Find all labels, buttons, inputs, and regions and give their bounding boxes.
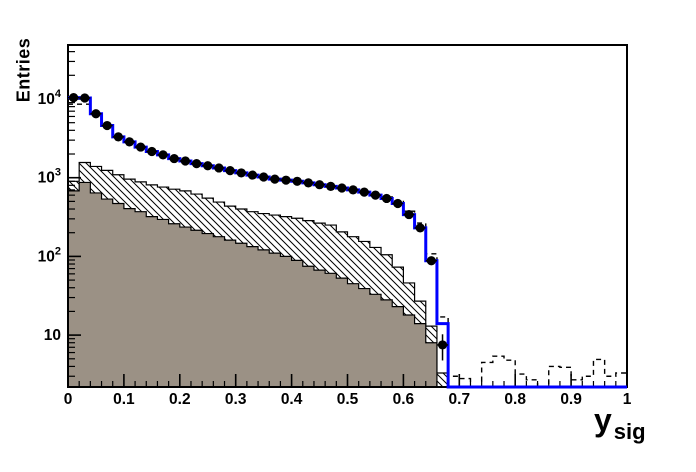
- y-tick-label: 102: [38, 245, 61, 265]
- data-point: [136, 142, 146, 152]
- data-point: [91, 109, 101, 119]
- data-point: [68, 93, 79, 103]
- data-point: [203, 161, 213, 171]
- data-point: [426, 256, 436, 266]
- x-tick-label: 1: [623, 391, 632, 408]
- y-tick-label: 10: [44, 327, 61, 344]
- x-tick-label: 0.6: [393, 391, 415, 408]
- data-point: [247, 170, 258, 180]
- data-point: [191, 159, 202, 169]
- data-point: [370, 190, 381, 200]
- data-point: [124, 137, 135, 147]
- data-point: [314, 180, 325, 190]
- data-point: [225, 166, 235, 176]
- data-point: [169, 153, 179, 164]
- data-point: [415, 223, 425, 233]
- data-point: [147, 146, 157, 157]
- hatched-histogram-outline: [67, 161, 449, 388]
- x-axis-title-subscript: sig: [613, 419, 646, 444]
- x-tick-label: 0.9: [560, 391, 582, 408]
- data-point: [214, 163, 224, 173]
- x-tick-label: 0.5: [337, 391, 359, 408]
- data-point: [80, 93, 90, 103]
- data-point: [281, 175, 291, 185]
- data-point: [180, 156, 190, 166]
- x-tick-label: 0.8: [504, 391, 526, 408]
- data-point: [393, 198, 403, 209]
- x-tick-label: 0.2: [169, 391, 191, 408]
- data-point: [326, 181, 336, 192]
- data-point: [348, 185, 358, 195]
- data-point: [158, 150, 168, 160]
- y-axis-title: Entries: [13, 37, 34, 103]
- x-tick-label: 0.1: [113, 391, 135, 408]
- dashed-histogram: [68, 103, 627, 388]
- data-point: [113, 132, 123, 142]
- data-point: [102, 120, 112, 131]
- data-point: [404, 209, 414, 220]
- data-point: [359, 187, 369, 197]
- data-point: [259, 172, 269, 182]
- data-point: [382, 193, 392, 204]
- y-tick-label: 103: [38, 167, 61, 187]
- data-point: [337, 183, 347, 193]
- x-tick-label: 0: [64, 391, 73, 408]
- data-point: [270, 174, 280, 184]
- x-tick-label: 0.4: [281, 391, 303, 408]
- data-point: [236, 168, 246, 178]
- gray-histogram: [67, 181, 438, 388]
- x-axis-title-main: y: [594, 402, 612, 438]
- x-tick-label: 0.7: [449, 391, 471, 408]
- y-tick-label: 104: [38, 88, 62, 108]
- x-tick-label: 0.3: [225, 391, 247, 408]
- data-point: [303, 178, 313, 188]
- data-point: [292, 176, 302, 186]
- x-axis-title: y sig: [594, 402, 646, 443]
- data-point: [437, 340, 448, 350]
